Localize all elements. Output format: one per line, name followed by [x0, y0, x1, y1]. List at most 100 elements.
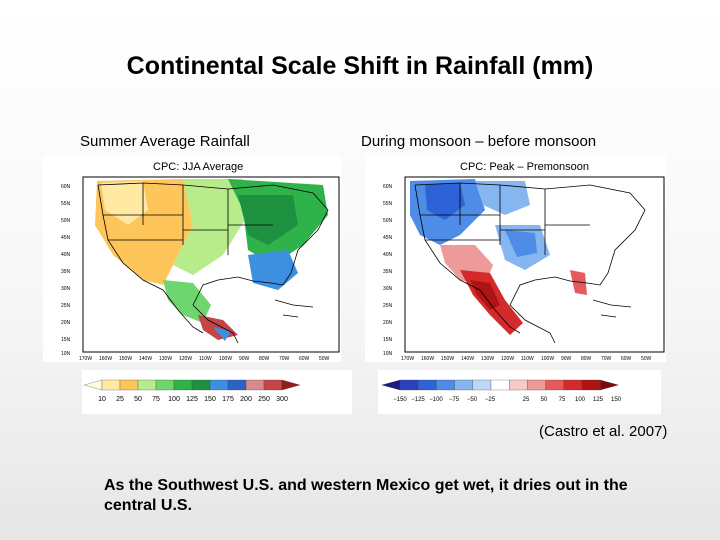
right-colorbar-swatch [490, 379, 510, 391]
left-colorbar-tick: 250 [258, 396, 270, 403]
right-lon-label: 80W [581, 356, 592, 362]
peak-minus-premonsoon-map: CPC: Peak – Premonsoon 60N 55N 50N 45N [365, 155, 666, 362]
left-precip-field [95, 179, 328, 341]
left-colorbar-swatch [209, 379, 229, 391]
left-lon-label: 50W [319, 356, 330, 362]
left-map-outlines [97, 182, 329, 344]
right-lat-label: 20N [383, 320, 393, 326]
right-colorbar-tick: −25 [485, 397, 496, 403]
right-region-north-plains [475, 181, 530, 215]
right-colorbar-swatches [381, 379, 619, 391]
right-map-lat-labels: 60N 55N 50N 45N 40N 35N 30N 25N 20N 15N … [383, 184, 393, 357]
right-colorbar-tick: −50 [467, 397, 478, 403]
right-colorbar-swatch [454, 379, 473, 391]
jja-average-map: CPC: JJA Average 60N 55N 50N 45N [43, 155, 341, 362]
right-colorbar-high-end [600, 379, 619, 391]
right-colorbar-tick: 50 [541, 397, 548, 403]
right-lat-label: 15N [383, 337, 393, 343]
right-map-outlines [414, 182, 646, 344]
left-colorbar-tick: 175 [222, 396, 234, 403]
left-region-plains [173, 179, 248, 275]
left-region-central-america [213, 327, 231, 341]
right-lat-label: 35N [383, 269, 393, 275]
left-lat-label: 25N [61, 303, 71, 309]
left-colorbar-tick: 75 [152, 396, 160, 403]
left-colorbar-tick: 10 [98, 396, 106, 403]
left-lon-label: 60W [299, 356, 310, 362]
right-colorbar-swatch [563, 379, 583, 391]
left-lat-label: 10N [61, 351, 71, 357]
right-lat-label: 50N [383, 218, 393, 224]
right-map-panel-title: CPC: Peak – Premonsoon [460, 161, 589, 173]
left-lon-label: 70W [279, 356, 290, 362]
right-colorbar-swatch [509, 379, 528, 391]
left-map-lon-labels: 170W 160W 150W 140W 130W 120W 110W 100W … [79, 356, 330, 362]
left-lon-label: 150W [119, 356, 132, 362]
right-colorbar-swatch [527, 379, 546, 391]
right-colorbar-tick: 25 [523, 397, 530, 403]
left-colorbar-high-end [281, 379, 301, 391]
left-region-northwest [101, 181, 148, 225]
right-lat-label: 30N [383, 286, 393, 292]
right-lon-label: 150W [441, 356, 454, 362]
left-colorbar-swatch [119, 379, 139, 391]
right-colorbar-tick: 125 [593, 397, 604, 403]
left-lat-label: 55N [61, 201, 71, 207]
left-lon-label: 110W [199, 356, 212, 362]
right-colorbar-tick: −100 [429, 397, 443, 403]
right-lon-label: 70W [601, 356, 612, 362]
right-region-florida [570, 270, 587, 295]
left-colorbar-swatch [263, 379, 283, 391]
jja-colorbar: 10 25 50 75 100 125 150 175 200 250 300 [82, 370, 352, 414]
right-lon-label: 90W [561, 356, 572, 362]
left-colorbar-tick: 25 [116, 396, 124, 403]
caption: As the Southwest U.S. and western Mexico… [104, 477, 628, 514]
right-lon-label: 50W [641, 356, 652, 362]
right-region-central-core [505, 230, 537, 257]
right-colorbar-swatch [418, 379, 437, 391]
right-colorbar-swatch [436, 379, 455, 391]
right-lon-label: 110W [521, 356, 534, 362]
right-lon-label: 120W [501, 356, 514, 362]
left-lat-label: 50N [61, 218, 71, 224]
left-lat-label: 20N [61, 320, 71, 326]
right-lon-label: 100W [541, 356, 554, 362]
right-lon-label: 170W [401, 356, 414, 362]
right-colorbar-tick: −150 [393, 397, 407, 403]
right-region-northwest-core [425, 183, 465, 220]
right-lat-label: 60N [383, 184, 393, 190]
left-lon-label: 90W [239, 356, 250, 362]
right-colorbar-swatch [581, 379, 601, 391]
right-lat-label: 10N [383, 351, 393, 357]
right-subtitle: During monsoon – before monsoon [361, 133, 597, 150]
right-colorbar-tick: −125 [411, 397, 425, 403]
right-colorbar-tick: 75 [559, 397, 566, 403]
citation: (Castro et al. 2007) [539, 423, 668, 440]
left-colorbar-swatch [155, 379, 175, 391]
right-lat-label: 45N [383, 235, 393, 241]
left-colorbar-swatch [245, 379, 265, 391]
right-colorbar-low-end [381, 379, 401, 391]
right-colorbar-swatch [545, 379, 564, 391]
right-lat-label: 55N [383, 201, 393, 207]
left-lon-label: 140W [139, 356, 152, 362]
left-colorbar-tick: 125 [186, 396, 198, 403]
left-lat-label: 35N [61, 269, 71, 275]
right-lon-label: 140W [461, 356, 474, 362]
left-map-panel-title: CPC: JJA Average [153, 161, 243, 173]
left-lon-label: 160W [99, 356, 112, 362]
left-map-lat-labels: 60N 55N 50N 45N 40N 35N 30N 25N 20N 15N … [61, 184, 71, 357]
left-region-great-lakes [238, 195, 298, 245]
right-lat-label: 40N [383, 252, 393, 258]
left-lat-label: 30N [61, 286, 71, 292]
left-colorbar-tick: 300 [276, 396, 288, 403]
right-map-lon-labels: 170W 160W 150W 140W 130W 120W 110W 100W … [401, 356, 652, 362]
left-lat-label: 60N [61, 184, 71, 190]
difference-colorbar: −150 −125 −100 −75 −50 −25 25 50 75 100 … [378, 370, 661, 414]
left-colorbar-tick: 150 [204, 396, 216, 403]
left-region-western-mexico [163, 280, 211, 323]
left-colorbar-low-end [83, 379, 103, 391]
left-colorbar-swatches [83, 379, 301, 391]
right-colorbar-tick: 100 [575, 397, 586, 403]
right-precip-field [410, 179, 587, 335]
